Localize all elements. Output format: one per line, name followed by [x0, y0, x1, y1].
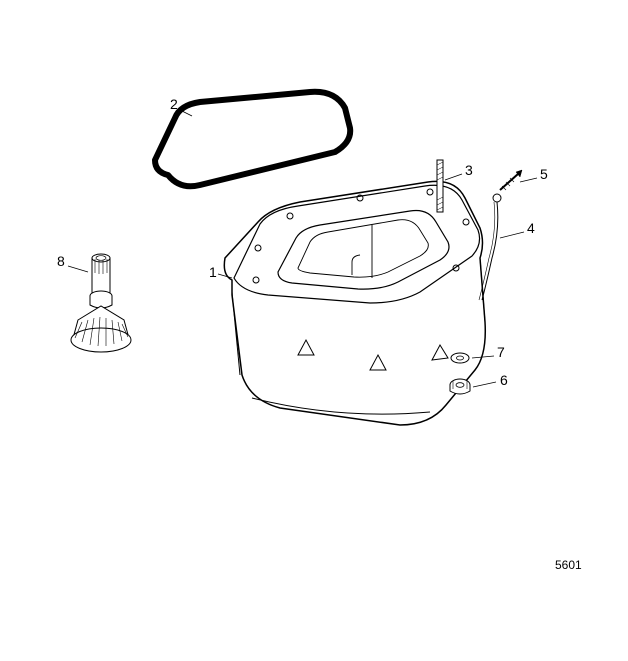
- callout-5: 5: [540, 166, 548, 182]
- callout-1: 1: [209, 264, 217, 280]
- callout-6: 6: [500, 372, 508, 388]
- stud-part: [437, 160, 443, 212]
- drawing-number: 5601: [555, 558, 582, 572]
- callout-2: 2: [170, 96, 178, 112]
- callout-4: 4: [527, 220, 535, 236]
- parts-diagram: 1 2 3 4 5 6 7 8 5601: [0, 0, 628, 661]
- gasket-part: [155, 92, 350, 186]
- diagram-svg: [0, 0, 628, 661]
- washer-part: [451, 353, 469, 363]
- callout-8: 8: [57, 253, 65, 269]
- screw-part: [500, 170, 522, 190]
- callout-3: 3: [465, 162, 473, 178]
- housing-part: [224, 181, 485, 425]
- gear-shaft-part: [71, 254, 131, 352]
- callout-7: 7: [497, 344, 505, 360]
- nut-part: [450, 379, 470, 394]
